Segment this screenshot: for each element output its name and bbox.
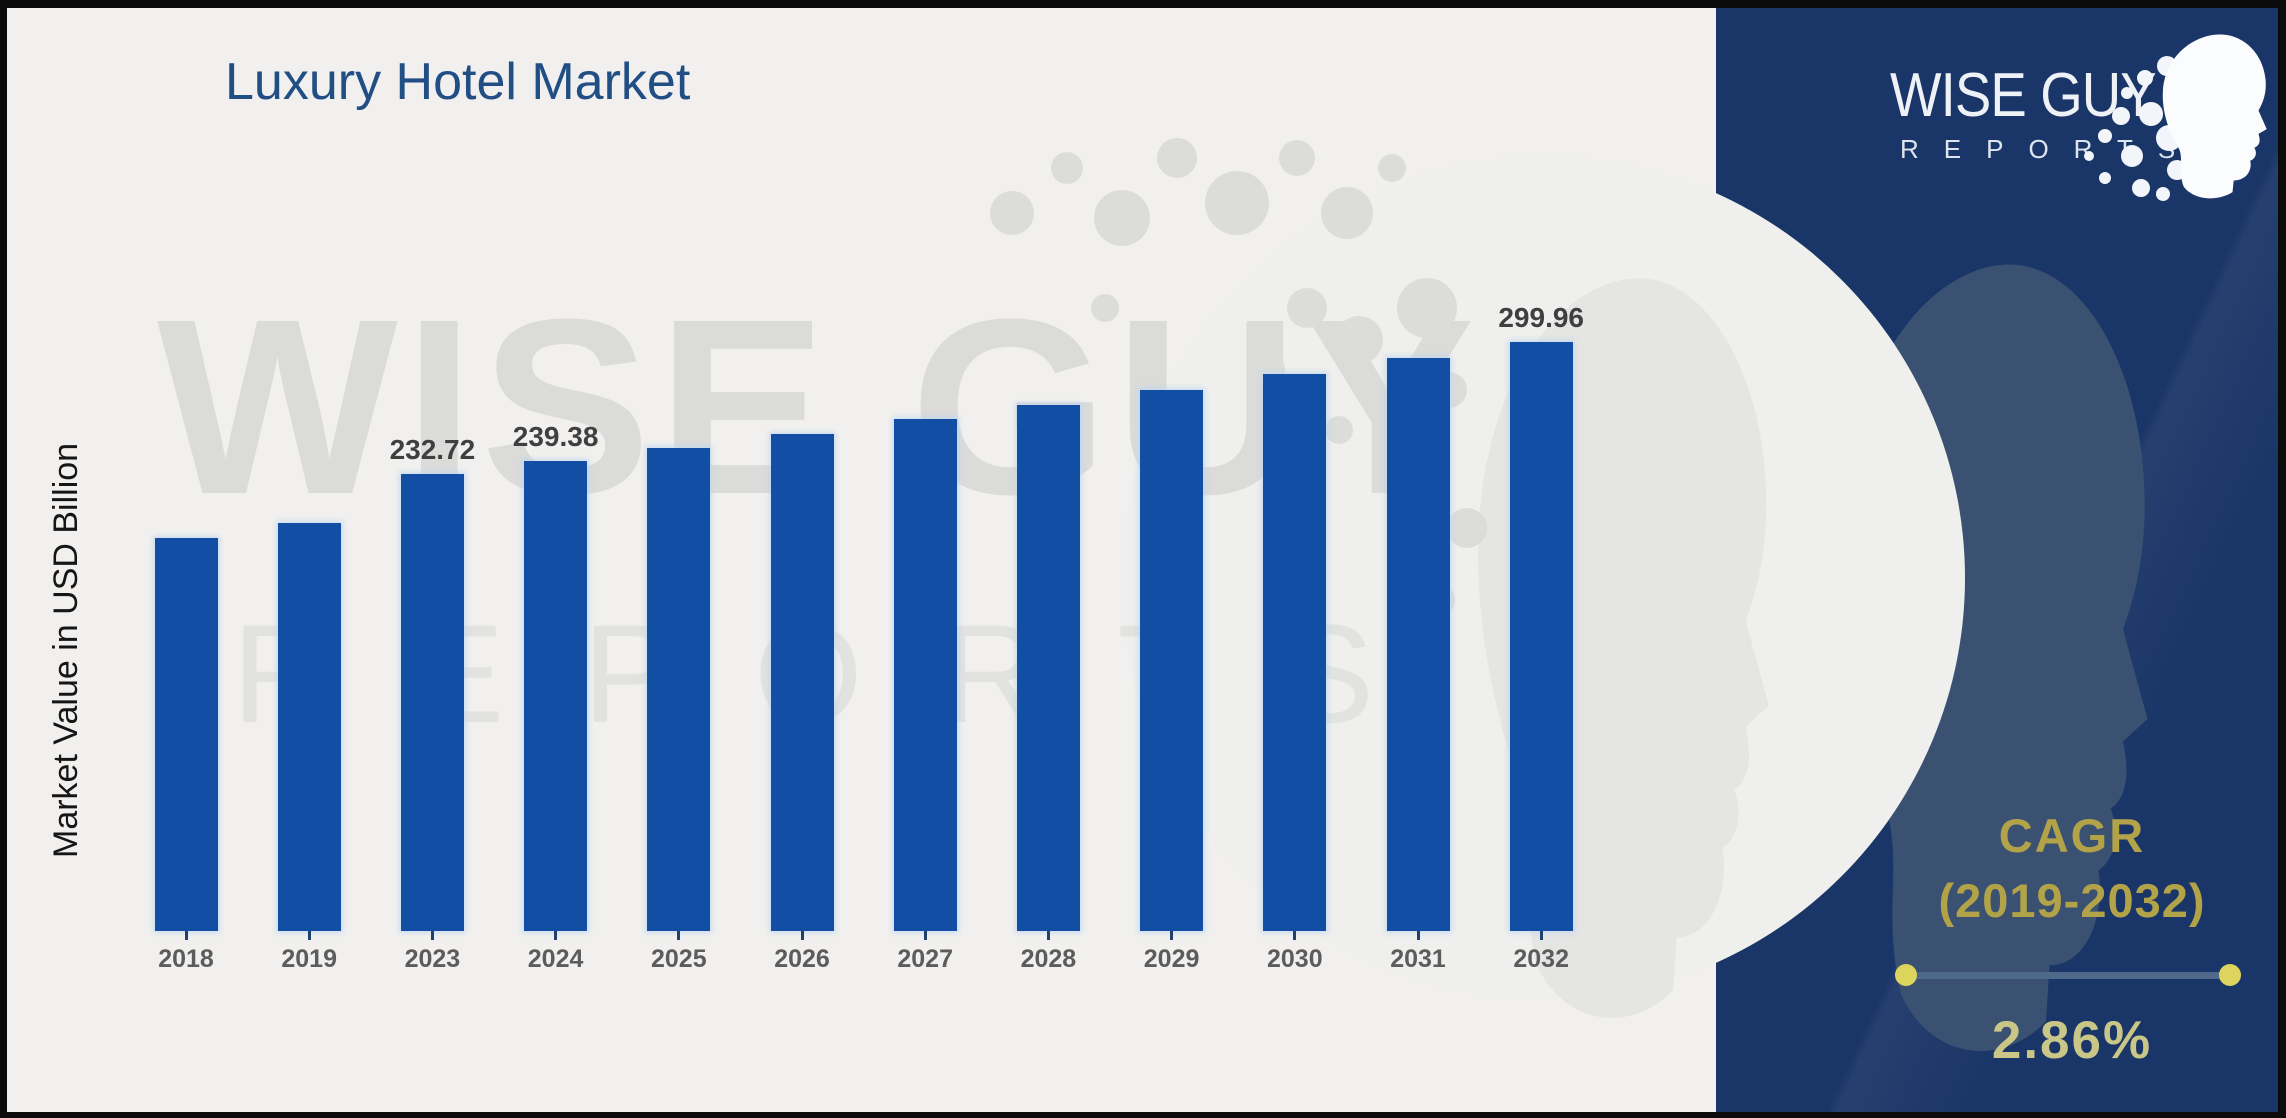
bar-2025: [647, 448, 711, 931]
bar-chart: 2018 2019 2023 232.72 2024 239.38 2025 2026 2027…: [7, 8, 2278, 1112]
x-axis-tick: [923, 931, 927, 940]
bar-2026: [770, 434, 834, 931]
bar-2018: [154, 538, 218, 931]
x-axis-tick: [430, 931, 434, 940]
bar-2027: [893, 419, 957, 931]
x-axis-tick: [1293, 931, 1297, 940]
bar-value-label: 299.96: [1498, 302, 1584, 333]
x-axis-tick: [800, 931, 804, 940]
x-tick-label: 2032: [1513, 945, 1569, 973]
brand-logo-text: WISE GUY: [1890, 61, 2157, 130]
bar-2028: [1016, 405, 1080, 931]
x-tick-label: 2029: [1143, 945, 1200, 973]
x-axis-tick: [1170, 931, 1174, 940]
x-tick-label: 2031: [1390, 945, 1446, 973]
bar-value-label: 232.72: [389, 434, 476, 465]
x-axis-tick: [1539, 931, 1543, 940]
x-tick-label: 2027: [897, 945, 953, 973]
x-tick-label: 2018: [158, 945, 214, 973]
x-tick-label: 2030: [1266, 945, 1323, 973]
bar-2031: [1386, 358, 1450, 931]
x-tick-label: 2023: [404, 945, 461, 973]
x-axis-tick: [554, 931, 558, 940]
bar-2029: [1140, 390, 1204, 931]
cagr-divider: [1877, 964, 2267, 988]
bar-2030: [1263, 374, 1327, 931]
bar-2024: [524, 461, 588, 931]
logo-face-icon: [2162, 34, 2267, 199]
bar-2032: [1509, 342, 1573, 931]
x-tick-label: 2019: [281, 945, 337, 973]
bar-2019: [277, 523, 341, 931]
x-axis-tick: [307, 931, 311, 940]
x-tick-label: 2024: [527, 945, 584, 973]
x-tick-label: 2028: [1020, 945, 1077, 973]
bar-2023: [400, 474, 464, 931]
cagr-divider-line: [1903, 972, 2231, 979]
x-axis-tick: [184, 931, 188, 940]
cagr-divider-dot-right: [2219, 964, 2241, 986]
x-axis-tick: [1046, 931, 1050, 940]
bar-value-label: 239.38: [512, 421, 599, 452]
y-axis-label: Market Value in USD Billion: [47, 442, 85, 858]
x-tick-label: 2025: [650, 945, 707, 973]
x-tick-label: 2026: [774, 945, 830, 973]
cagr-block: CAGR (2019-2032) 2.86%: [1877, 808, 2267, 1071]
cagr-range: (2019-2032): [1938, 874, 2206, 927]
cagr-heading: CAGR: [1998, 809, 2146, 862]
cagr-divider-dot-left: [1895, 964, 1917, 986]
infographic-canvas: WISE GUY REPORTS Luxury Hotel Market Mar…: [7, 8, 2278, 1112]
cagr-value: 2.86%: [1991, 1011, 2153, 1070]
x-axis-tick: [1416, 931, 1420, 940]
page-title: Luxury Hotel Market: [225, 53, 691, 111]
x-axis-tick: [677, 931, 681, 940]
